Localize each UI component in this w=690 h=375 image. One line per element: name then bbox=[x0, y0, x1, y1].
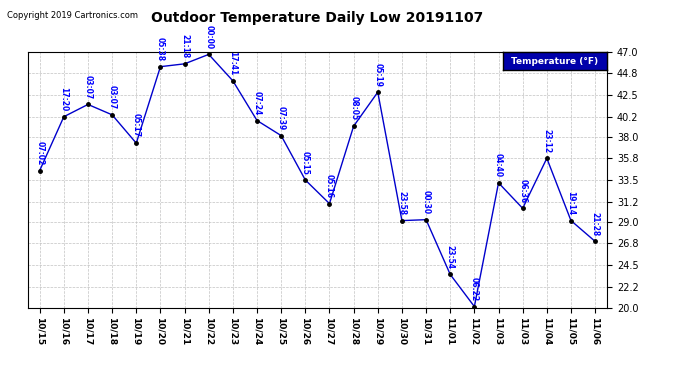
Text: 17:20: 17:20 bbox=[59, 87, 68, 111]
Text: 23:12: 23:12 bbox=[542, 129, 551, 153]
Text: 21:28: 21:28 bbox=[591, 211, 600, 236]
Text: 05:15: 05:15 bbox=[301, 151, 310, 174]
Text: 05:17: 05:17 bbox=[132, 114, 141, 138]
Text: Copyright 2019 Cartronics.com: Copyright 2019 Cartronics.com bbox=[7, 11, 138, 20]
Text: 00:30: 00:30 bbox=[422, 190, 431, 214]
Text: 00:00: 00:00 bbox=[204, 25, 213, 49]
Text: 04:40: 04:40 bbox=[494, 153, 503, 177]
Text: 03:07: 03:07 bbox=[83, 75, 92, 99]
Text: 23:58: 23:58 bbox=[397, 191, 406, 215]
Text: 21:18: 21:18 bbox=[180, 34, 189, 58]
Text: 05:16: 05:16 bbox=[325, 174, 334, 198]
Text: 05:19: 05:19 bbox=[373, 63, 382, 87]
Text: 08:05: 08:05 bbox=[349, 96, 358, 121]
Text: 03:07: 03:07 bbox=[108, 85, 117, 109]
Text: 23:54: 23:54 bbox=[446, 245, 455, 269]
Text: 07:02: 07:02 bbox=[35, 141, 44, 165]
Text: 06:36: 06:36 bbox=[518, 178, 527, 203]
Text: 19:14: 19:14 bbox=[566, 191, 575, 215]
Text: Outdoor Temperature Daily Low 20191107: Outdoor Temperature Daily Low 20191107 bbox=[151, 11, 484, 25]
Text: 17:41: 17:41 bbox=[228, 51, 237, 75]
Text: 07:24: 07:24 bbox=[253, 91, 262, 115]
Text: 05:38: 05:38 bbox=[156, 37, 165, 61]
Text: 06:22: 06:22 bbox=[470, 277, 479, 301]
Text: 07:39: 07:39 bbox=[277, 106, 286, 130]
